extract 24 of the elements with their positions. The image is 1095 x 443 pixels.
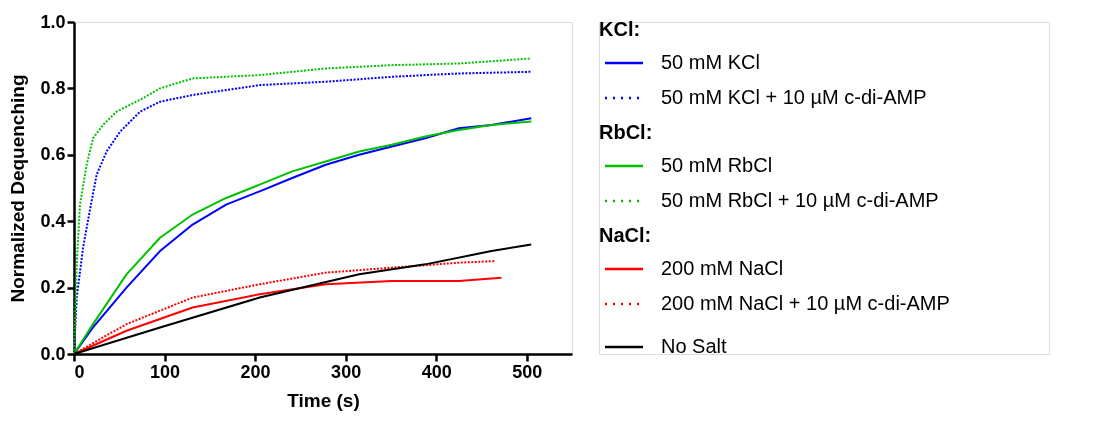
y-tick-label: 1.0 [40,11,66,32]
y-tick-label: 0.0 [40,343,66,364]
text: NaCl: [599,224,652,246]
legend-label: 50 mM RbCl + 10 µM c-di-AMP [661,189,939,211]
x-tick-label: 200 [240,361,271,382]
legend-label: 50 mM RbCl [661,154,773,176]
legend-label: No Salt [661,335,728,357]
legend-label: 200 mM NaCl + 10 µM c-di-AMP [661,292,950,314]
x-tick-label: 500 [512,361,543,382]
x-tick-label: 400 [421,361,452,382]
x-axis-title: Time (s) [287,389,360,411]
legend-label: 50 mM KCl + 10 µM c-di-AMP [661,86,927,108]
text: RbCl: [599,121,653,143]
y-tick-label: 0.8 [40,77,66,98]
x-tick-label: 300 [331,361,362,382]
legend-label: 50 mM KCl [661,51,760,73]
legend-label: 200 mM NaCl [661,257,784,279]
text: KCl: [599,18,641,40]
y-tick-label: 0.6 [40,144,66,165]
x-tick-label: 0 [74,361,85,382]
x-tick-label: 100 [150,361,181,382]
y-tick-label: 0.2 [40,277,66,298]
y-axis-title: Normalized Dequenching [7,74,29,303]
y-tick-label: 0.4 [40,210,66,231]
